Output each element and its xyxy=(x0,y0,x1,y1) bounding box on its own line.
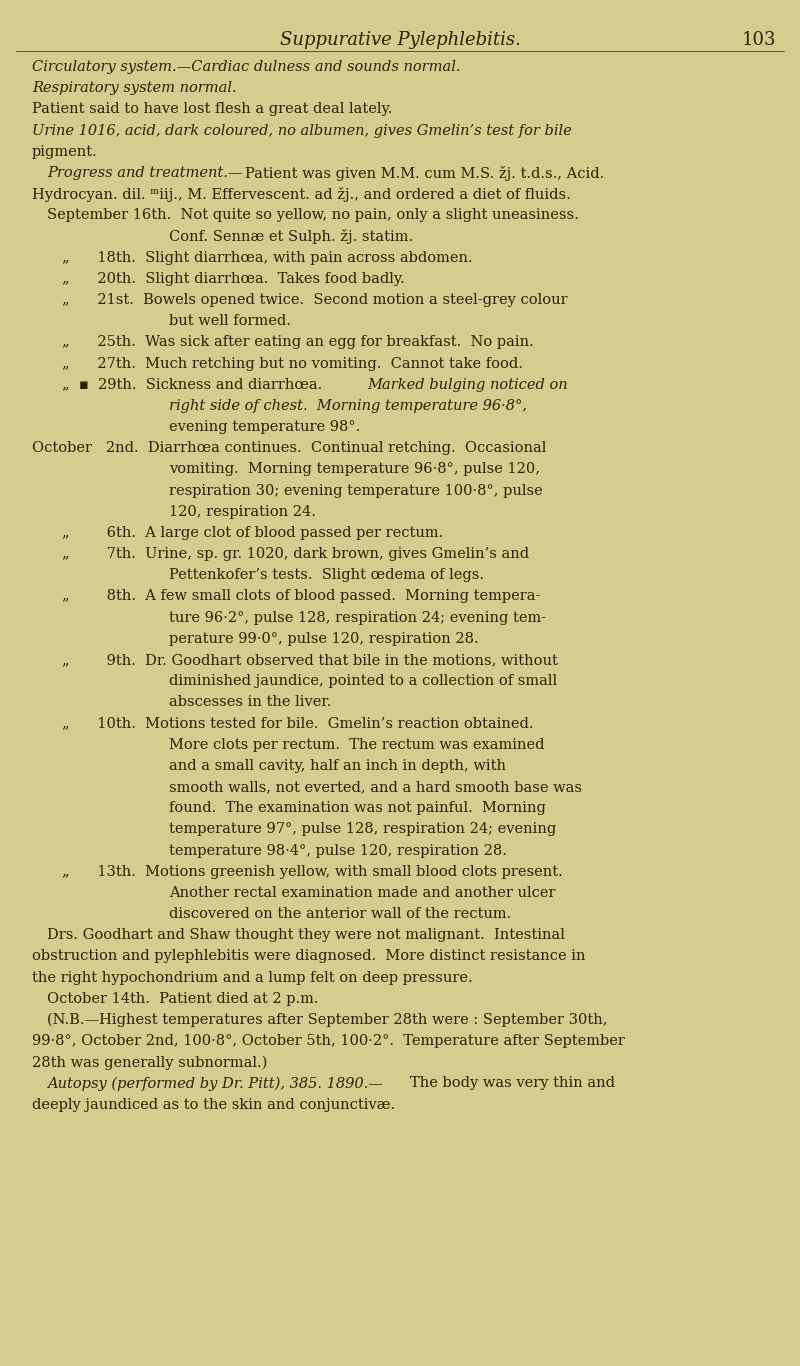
Text: „  ▪  29th.  Sickness and diarrhœa.: „ ▪ 29th. Sickness and diarrhœa. xyxy=(62,377,332,392)
Text: October 14th.  Patient died at 2 p.m.: October 14th. Patient died at 2 p.m. xyxy=(47,992,318,1005)
Text: 103: 103 xyxy=(742,31,776,49)
Text: Conf. Sennæ et Sulph. žj. statim.: Conf. Sennæ et Sulph. žj. statim. xyxy=(169,229,413,245)
Text: ture 96·2°, pulse 128, respiration 24; evening tem-: ture 96·2°, pulse 128, respiration 24; e… xyxy=(169,611,546,624)
Text: 28th was generally subnormal.): 28th was generally subnormal.) xyxy=(32,1055,267,1070)
Text: discovered on the anterior wall of the rectum.: discovered on the anterior wall of the r… xyxy=(169,907,511,921)
Text: temperature 97°, pulse 128, respiration 24; evening: temperature 97°, pulse 128, respiration … xyxy=(169,822,556,836)
Text: „      18th.  Slight diarrhœa, with pain across abdomen.: „ 18th. Slight diarrhœa, with pain acros… xyxy=(62,250,473,265)
Text: Progress and treatment.—: Progress and treatment.— xyxy=(47,165,242,180)
Text: The body was very thin and: The body was very thin and xyxy=(410,1076,615,1090)
Text: the right hypochondrium and a lump felt on deep pressure.: the right hypochondrium and a lump felt … xyxy=(32,970,473,985)
Text: vomiting.  Morning temperature 96·8°, pulse 120,: vomiting. Morning temperature 96·8°, pul… xyxy=(169,462,540,477)
Text: deeply jaundiced as to the skin and conjunctivæ.: deeply jaundiced as to the skin and conj… xyxy=(32,1097,395,1112)
Text: Respiratory system normal.: Respiratory system normal. xyxy=(32,82,237,96)
Text: abscesses in the liver.: abscesses in the liver. xyxy=(169,695,331,709)
Text: Patient was given M.M. cum M.S. žj. t.d.s., Acid.: Patient was given M.M. cum M.S. žj. t.d.… xyxy=(245,165,604,180)
Text: temperature 98·4°, pulse 120, respiration 28.: temperature 98·4°, pulse 120, respiratio… xyxy=(169,843,506,858)
Text: „      20th.  Slight diarrhœa.  Takes food badly.: „ 20th. Slight diarrhœa. Takes food badl… xyxy=(62,272,405,285)
Text: evening temperature 98°.: evening temperature 98°. xyxy=(169,419,360,434)
Text: 120, respiration 24.: 120, respiration 24. xyxy=(169,504,316,519)
Text: „      27th.  Much retching but no vomiting.  Cannot take food.: „ 27th. Much retching but no vomiting. C… xyxy=(62,357,523,370)
Text: diminished jaundice, pointed to a collection of small: diminished jaundice, pointed to a collec… xyxy=(169,673,557,688)
Text: „      25th.  Was sick after eating an egg for breakfast.  No pain.: „ 25th. Was sick after eating an egg for… xyxy=(62,335,534,350)
Text: Another rectal examination made and another ulcer: Another rectal examination made and anot… xyxy=(169,885,555,900)
Text: „        7th.  Urine, sp. gr. 1020, dark brown, gives Gmelin’s and: „ 7th. Urine, sp. gr. 1020, dark brown, … xyxy=(62,546,530,561)
Text: pigment.: pigment. xyxy=(32,145,98,158)
Text: 99·8°, October 2nd, 100·8°, October 5th, 100·2°.  Temperature after September: 99·8°, October 2nd, 100·8°, October 5th,… xyxy=(32,1034,625,1048)
Text: perature 99·0°, pulse 120, respiration 28.: perature 99·0°, pulse 120, respiration 2… xyxy=(169,631,478,646)
Text: „        8th.  A few small clots of blood passed.  Morning tempera-: „ 8th. A few small clots of blood passed… xyxy=(62,589,541,604)
Text: and a small cavity, half an inch in depth, with: and a small cavity, half an inch in dept… xyxy=(169,758,506,773)
Text: Pettenkofer’s tests.  Slight œdema of legs.: Pettenkofer’s tests. Slight œdema of leg… xyxy=(169,568,484,582)
Text: „      13th.  Motions greenish yellow, with small blood clots present.: „ 13th. Motions greenish yellow, with sm… xyxy=(62,865,563,878)
Text: respiration 30; evening temperature 100·8°, pulse: respiration 30; evening temperature 100·… xyxy=(169,484,542,497)
Text: Autopsy (performed by Dr. Pitt), 385. 1890.—: Autopsy (performed by Dr. Pitt), 385. 18… xyxy=(47,1076,383,1091)
Text: Patient said to have lost flesh a great deal lately.: Patient said to have lost flesh a great … xyxy=(32,102,392,116)
Text: Hydrocyan. dil. ᵐiij., M. Effervescent. ad žj., and ordered a diet of fluids.: Hydrocyan. dil. ᵐiij., M. Effervescent. … xyxy=(32,187,570,202)
Text: found.  The examination was not painful.  Morning: found. The examination was not painful. … xyxy=(169,800,546,816)
Text: October   2nd.  Diarrhœa continues.  Continual retching.  Occasional: October 2nd. Diarrhœa continues. Continu… xyxy=(32,441,546,455)
Text: „        9th.  Dr. Goodhart observed that bile in the motions, without: „ 9th. Dr. Goodhart observed that bile i… xyxy=(62,653,558,667)
Text: „        6th.  A large clot of blood passed per rectum.: „ 6th. A large clot of blood passed per … xyxy=(62,526,444,540)
Text: (N.B.—Highest temperatures after September 28th were : September 30th,: (N.B.—Highest temperatures after Septemb… xyxy=(47,1012,608,1027)
Text: Circulatory system.—Cardiac dulness and sounds normal.: Circulatory system.—Cardiac dulness and … xyxy=(32,60,461,74)
Text: Suppurative Pylephlebitis.: Suppurative Pylephlebitis. xyxy=(279,31,521,49)
Text: obstruction and pylephlebitis were diagnosed.  More distinct resistance in: obstruction and pylephlebitis were diagn… xyxy=(32,949,586,963)
Text: Urine 1016, acid, dark coloured, no albumen, gives Gmelin’s test for bile: Urine 1016, acid, dark coloured, no albu… xyxy=(32,123,572,138)
Text: but well formed.: but well formed. xyxy=(169,314,290,328)
Text: More clots per rectum.  The rectum was examined: More clots per rectum. The rectum was ex… xyxy=(169,738,544,751)
Text: „      10th.  Motions tested for bile.  Gmelin’s reaction obtained.: „ 10th. Motions tested for bile. Gmelin’… xyxy=(62,716,534,731)
Text: Marked bulging noticed on: Marked bulging noticed on xyxy=(367,377,568,392)
Text: right side of chest.  Morning temperature 96·8°,: right side of chest. Morning temperature… xyxy=(169,399,526,413)
Text: „      21st.  Bowels opened twice.  Second motion a steel-grey colour: „ 21st. Bowels opened twice. Second moti… xyxy=(62,292,568,307)
Text: Drs. Goodhart and Shaw thought they were not malignant.  Intestinal: Drs. Goodhart and Shaw thought they were… xyxy=(47,928,565,943)
Text: smooth walls, not everted, and a hard smooth base was: smooth walls, not everted, and a hard sm… xyxy=(169,780,582,794)
Text: September 16th.  Not quite so yellow, no pain, only a slight uneasiness.: September 16th. Not quite so yellow, no … xyxy=(47,208,579,223)
